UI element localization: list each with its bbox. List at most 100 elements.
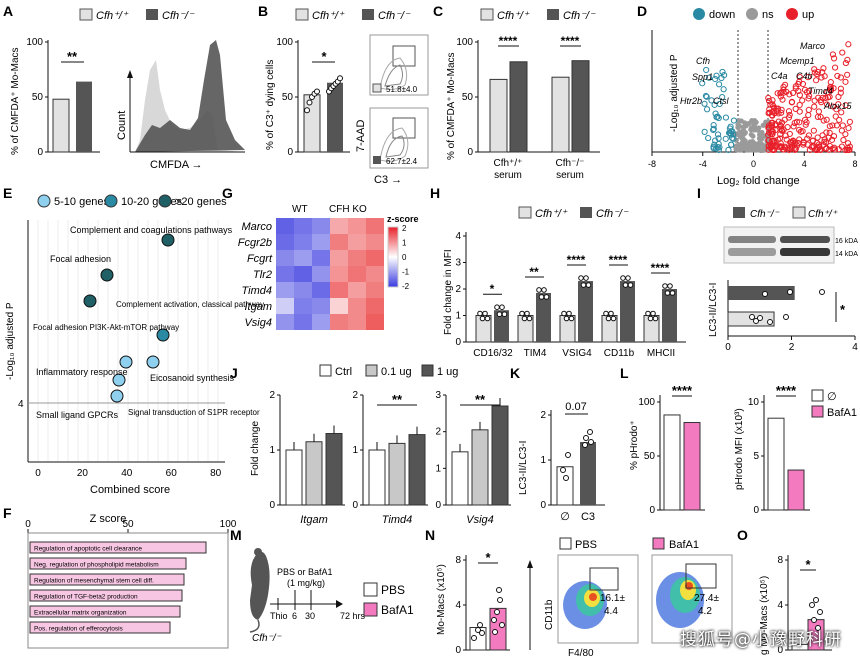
f-bar-3 <box>29 589 183 602</box>
n-flow-xlabel: F4/80 <box>568 648 594 656</box>
n-flow-legend-bafa1: BafA1 <box>669 539 699 551</box>
d-xtick-label: 0 <box>751 159 756 169</box>
d-label-ctsl: Ctsl <box>713 96 730 106</box>
b-bar-ko <box>327 82 343 152</box>
g-cell-0-0 <box>276 218 294 234</box>
j-bar-1-1 <box>388 442 406 506</box>
g-cell-0-5 <box>366 218 384 234</box>
d-point-ns <box>750 133 756 139</box>
m-legend-pbs: PBS <box>381 583 405 597</box>
d-point-up <box>805 132 812 139</box>
o-y-tick-label: 0 <box>777 645 783 656</box>
d-point-down <box>701 100 708 107</box>
d-point-up <box>813 77 820 84</box>
d-point-up <box>768 111 776 119</box>
g-scale-tick: -1 <box>402 268 410 277</box>
g-cell-2-0 <box>276 250 294 266</box>
g-group-wt: WT <box>292 204 308 215</box>
d-point-up <box>844 71 851 78</box>
d-point-up <box>796 101 803 109</box>
panel-d: down ns up -Log₁₀ adjusted P -8 -4 0 4 8 Cfh… <box>648 8 858 187</box>
panel-f: Z score 0 50 100 Regulation of apoptotic c… <box>25 513 237 649</box>
d-point-up <box>811 97 818 104</box>
i-bar-ko <box>728 286 795 300</box>
g-cell-5-1 <box>294 298 312 314</box>
d-point-up <box>826 123 833 130</box>
d-label-c4b: C4b <box>796 71 813 81</box>
d-point-ns <box>737 133 743 139</box>
h-cat-3: CD11b <box>604 348 635 359</box>
legend-ko-b: Cfh⁻/⁻ <box>378 10 411 22</box>
d-point-up <box>768 131 776 138</box>
o-ylabel: g Mo-Macs (x10⁵) <box>759 576 770 655</box>
d-point-ns <box>760 133 766 139</box>
d-point-up <box>832 113 839 120</box>
d-point-up <box>844 146 851 154</box>
c-y-tick-label: 100 <box>456 37 473 48</box>
d-label-cfh: Cfh <box>696 56 710 66</box>
e-point-inflammatory <box>119 355 133 369</box>
d-point-up <box>792 85 799 92</box>
m-time-6: 6 <box>292 611 297 621</box>
g-cell-2-2 <box>312 250 330 266</box>
d-point-up <box>816 146 823 153</box>
g-gene-6: Vsig4 <box>244 317 272 329</box>
d-point-up <box>815 94 822 101</box>
n-y-tick-label: 0 <box>455 645 461 656</box>
a-hist-ylabel: Count <box>116 111 128 140</box>
c-group-serum-0: serum <box>494 170 522 181</box>
h-ylabel: Fold change in MFI <box>443 249 454 335</box>
d-label-spp1: Spp1 <box>692 72 713 82</box>
e-label-s1pr: Signal transduction of S1PR receptor <box>128 408 260 417</box>
d-point-up <box>814 134 821 141</box>
d-legend-ns: ns <box>762 9 774 21</box>
d-label-timd4: Timd4 <box>808 86 833 96</box>
panel-label-d: D <box>637 3 647 19</box>
o-sig: * <box>805 557 811 572</box>
d-xtick-label: 4 <box>802 159 807 169</box>
g-cell-1-0 <box>276 234 294 250</box>
g-cell-6-1 <box>294 314 312 330</box>
j-bar-2-0 <box>451 451 469 506</box>
d-point-ns <box>744 144 750 150</box>
d-point-up <box>842 102 849 109</box>
d-point-ns <box>736 123 743 129</box>
d-legend-down: down <box>709 9 735 21</box>
k-y-tick-label: 1 <box>540 455 546 466</box>
d-point-up <box>765 124 772 131</box>
d-point-up <box>810 127 817 134</box>
panel-label-n: N <box>425 527 435 543</box>
d-point-up <box>769 146 776 153</box>
f-bar-2 <box>29 573 185 586</box>
panel-h: Cfh⁺/⁺ Cfh⁻/⁻ Fold change in MFI 0 1 2 3 4 *… <box>443 206 686 359</box>
f-xtick-label: 50 <box>122 519 134 530</box>
i-legend-wt: Cfh⁺/⁺ <box>808 209 838 220</box>
d-point-ns <box>746 120 752 127</box>
d-point-up <box>844 56 851 63</box>
g-cell-4-4 <box>348 282 366 298</box>
d-point-up <box>791 146 798 154</box>
d-point-down <box>703 93 710 100</box>
h-cat-0: CD16/32 <box>473 348 513 359</box>
h-sig-1: ** <box>529 265 539 279</box>
e-point-focal-pi3k <box>83 294 97 308</box>
legend-ko-a: Cfh⁻/⁻ <box>162 10 195 22</box>
h-y-tick-label: 0 <box>455 337 461 348</box>
d-point-up <box>786 130 793 138</box>
d-point-up <box>839 122 846 129</box>
e-label-gpcrs: Small ligand GPCRs <box>36 410 119 420</box>
l-left-y-tick-label: 0 <box>649 505 655 516</box>
legend-wt-h: Cfh⁺/⁺ <box>535 208 568 220</box>
h-bar-ko-4 <box>662 289 677 342</box>
d-point-up <box>818 99 825 106</box>
n-flow-pbs-text1: 16.1± <box>600 593 625 604</box>
g-cell-5-0 <box>276 298 294 314</box>
m-time-30: 30 <box>305 611 315 621</box>
d-point-down <box>716 100 723 108</box>
d-point-up <box>769 97 776 104</box>
h-bar-ko-3 <box>620 281 635 342</box>
a-y-tick-label: 100 <box>26 37 43 48</box>
d-point-up <box>774 90 781 97</box>
b-flow-wt-text: 51.8±4.0 <box>386 85 418 94</box>
o-y-tick-label: 4 <box>777 600 783 611</box>
